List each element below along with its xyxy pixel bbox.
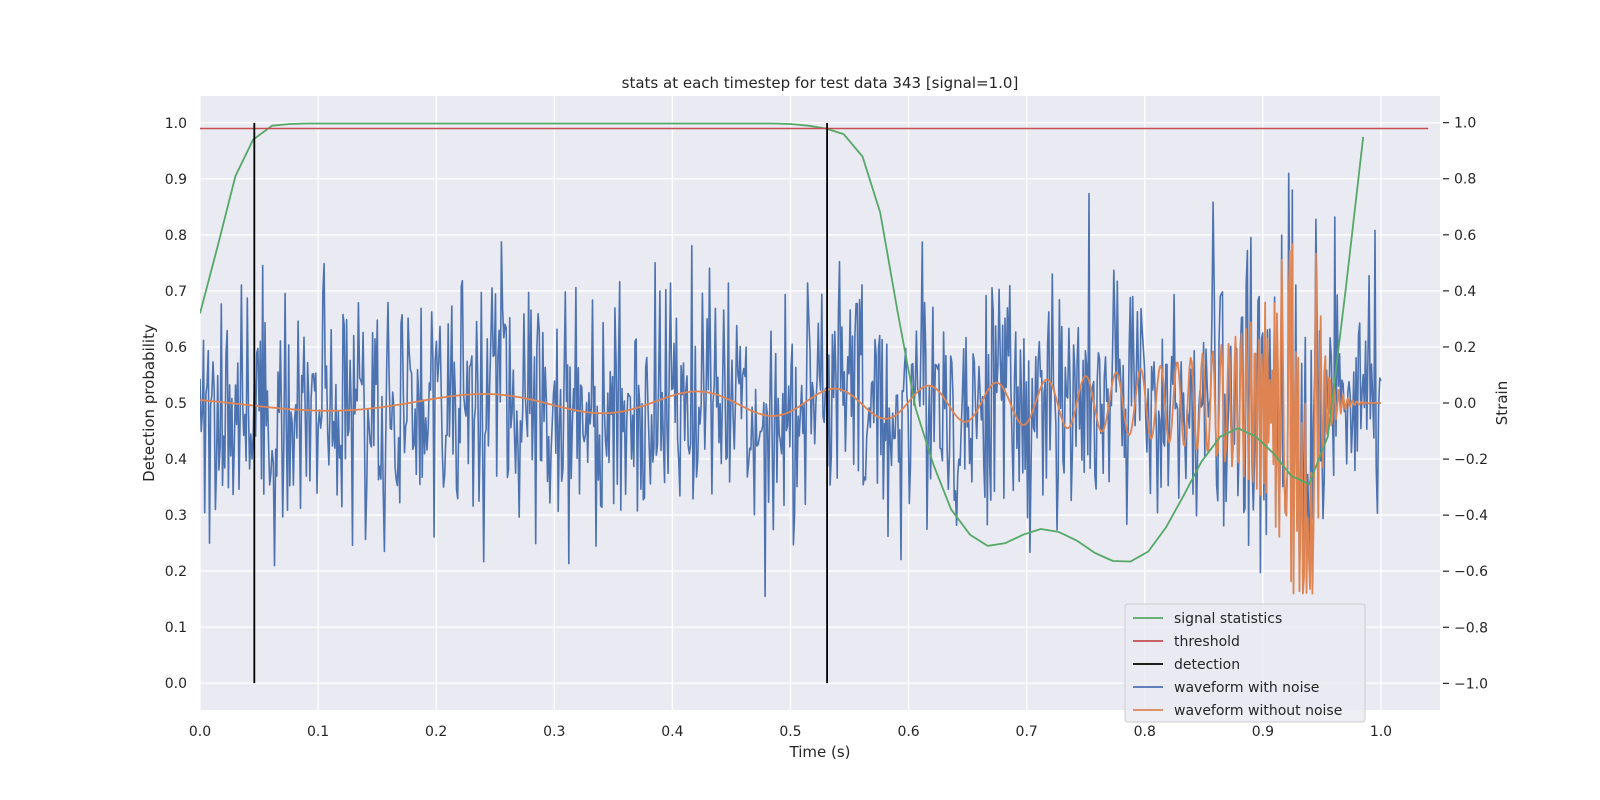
series-layer — [200, 122, 1429, 684]
y-right-tick-label: 0.6 — [1454, 228, 1476, 244]
y-right-tick-label: −1.0 — [1454, 676, 1488, 692]
y-axis-label-right: Strain — [1493, 381, 1511, 425]
x-tick-label: 0.7 — [1016, 724, 1038, 740]
x-tick-label: 0.0 — [189, 724, 211, 740]
x-tick-label: 0.8 — [1134, 724, 1156, 740]
y-left-tick-label: 0.4 — [165, 452, 187, 468]
y-left-tick-label: 0.3 — [165, 508, 187, 524]
y-right-tick-label: 0.0 — [1454, 396, 1476, 412]
legend-label-threshold: threshold — [1174, 634, 1240, 650]
x-tick-label: 0.9 — [1252, 724, 1274, 740]
y-left-tick-label: 0.9 — [165, 172, 187, 188]
x-tick-label: 0.1 — [307, 724, 329, 740]
x-tick-label: 0.2 — [425, 724, 447, 740]
y-right-tick-label: −0.6 — [1454, 564, 1488, 580]
waveform-with-noise-line — [200, 172, 1382, 598]
x-tick-label: 0.6 — [897, 724, 919, 740]
y-right-tick-label: −0.8 — [1454, 620, 1488, 636]
y-left-tick-label: 0.7 — [165, 284, 187, 300]
legend-label-noisy: waveform with noise — [1174, 680, 1319, 696]
y-right-tick-label: 0.2 — [1454, 340, 1476, 356]
y-left-tick-label: 0.1 — [165, 620, 187, 636]
y-right-tick-label: 0.8 — [1454, 172, 1476, 188]
signal-statistics-line — [200, 122, 1365, 563]
legend-box — [1124, 603, 1366, 723]
x-tick-label: 0.5 — [779, 724, 801, 740]
x-tick-label: 0.3 — [543, 724, 565, 740]
y-left-tick-label: 1.0 — [165, 116, 187, 132]
legend-label-clean: waveform without noise — [1174, 703, 1342, 719]
legend: signal statistics threshold detection wa… — [1124, 603, 1366, 723]
y-left-tick-label: 0.8 — [165, 228, 187, 244]
y-axis-label-left: Detection probability — [140, 324, 158, 482]
y-left-tick-label: 0.0 — [165, 676, 187, 692]
y-right-tick-label: −0.2 — [1454, 452, 1488, 468]
y-right-tick-label: 1.0 — [1454, 116, 1476, 132]
y-left-tick-label: 0.5 — [165, 396, 187, 412]
legend-label-signal: signal statistics — [1174, 611, 1282, 627]
chart-title: stats at each timestep for test data 343… — [622, 74, 1019, 92]
x-tick-label: 1.0 — [1370, 724, 1392, 740]
y-left-tick-label: 0.2 — [165, 564, 187, 580]
legend-label-detection: detection — [1174, 657, 1240, 673]
x-axis-label: Time (s) — [789, 743, 851, 761]
x-tick-label: 0.4 — [661, 724, 683, 740]
y-left-tick-label: 0.6 — [165, 340, 187, 356]
y-right-tick-label: 0.4 — [1454, 284, 1476, 300]
ticks: 0.0 0.1 0.2 0.3 0.4 0.5 0.6 0.7 0.8 0.9 1.0 0.0 0.1 0… — [165, 116, 1488, 740]
y-right-tick-label: −0.4 — [1454, 508, 1488, 524]
waveform-without-noise-line — [200, 243, 1382, 595]
